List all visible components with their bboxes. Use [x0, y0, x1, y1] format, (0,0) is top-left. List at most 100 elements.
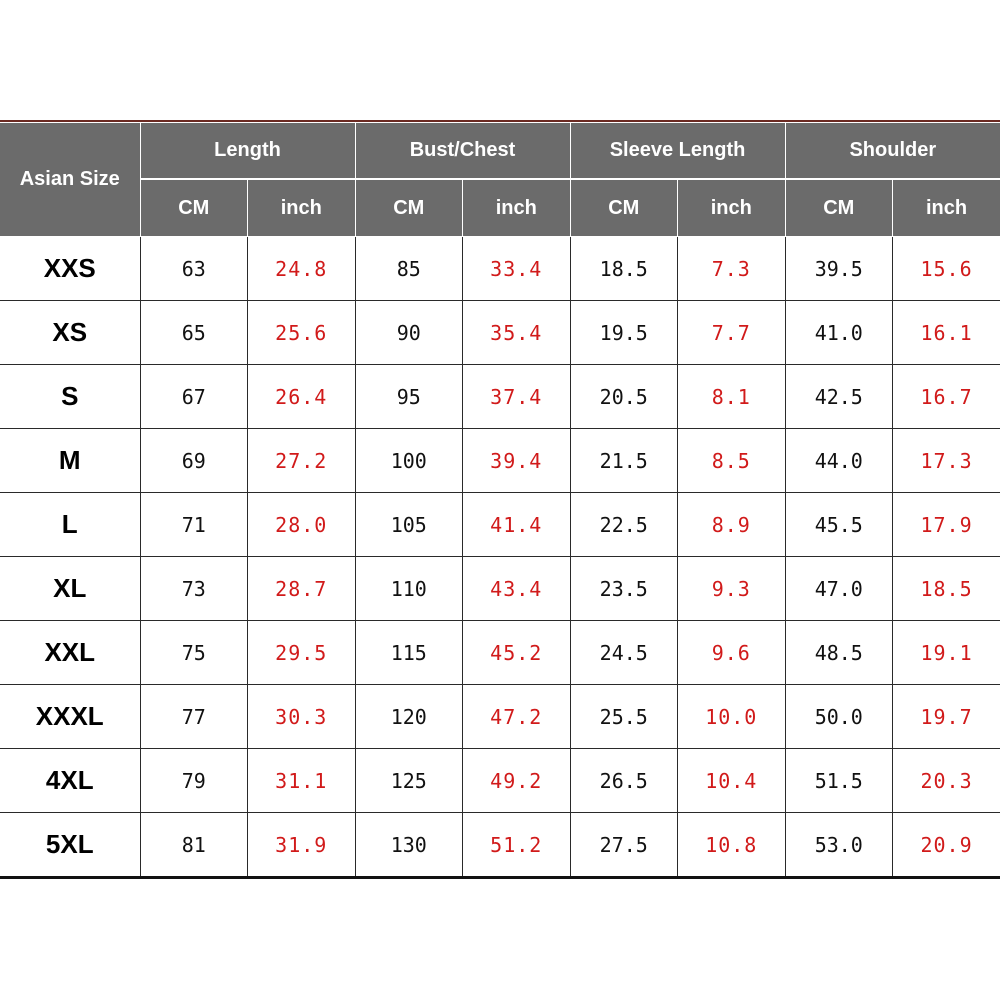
- length-cm: 65: [139, 300, 248, 365]
- table-row: L 71 28.0 105 41.4 22.5 8.9 45.5 17.9: [0, 492, 1000, 557]
- size-label: XL: [0, 556, 141, 621]
- length-cm: 63: [139, 236, 248, 301]
- sleeve-inch: 10.8: [677, 812, 786, 879]
- table-row: XXS 63 24.8 85 33.4 18.5 7.3 39.5 15.6: [0, 236, 1000, 301]
- shoulder-inch: 19.1: [892, 620, 1000, 685]
- length-cm: 69: [139, 428, 248, 493]
- bust-inch: 49.2: [462, 748, 571, 813]
- size-label: XXS: [0, 236, 141, 301]
- bust-inch: 39.4: [462, 428, 571, 493]
- table-row: XXL 75 29.5 115 45.2 24.5 9.6 48.5 19.1: [0, 620, 1000, 685]
- size-label: 4XL: [0, 748, 141, 813]
- header-bust-chest: Bust/Chest: [354, 122, 571, 180]
- bust-inch: 37.4: [462, 364, 571, 429]
- size-table: Asian Size Length Bust/Chest Sleeve Leng…: [0, 122, 1000, 879]
- shoulder-inch: 20.3: [892, 748, 1000, 813]
- sleeve-cm: 26.5: [569, 748, 679, 813]
- sleeve-inch: 10.4: [677, 748, 786, 813]
- shoulder-cm: 42.5: [784, 364, 894, 429]
- length-cm: 81: [139, 812, 248, 879]
- header-unit-cm: CM: [569, 178, 679, 237]
- shoulder-inch: 18.5: [892, 556, 1000, 621]
- sleeve-cm: 24.5: [569, 620, 679, 685]
- length-inch: 24.8: [247, 236, 356, 301]
- length-cm: 73: [139, 556, 248, 621]
- shoulder-cm: 48.5: [784, 620, 894, 685]
- size-label: S: [0, 364, 141, 429]
- shoulder-inch: 17.9: [892, 492, 1000, 557]
- length-inch: 25.6: [247, 300, 356, 365]
- header-unit-inch: inch: [677, 178, 786, 237]
- length-cm: 67: [139, 364, 248, 429]
- size-label: XXL: [0, 620, 141, 685]
- bust-inch: 47.2: [462, 684, 571, 749]
- header-unit-inch: inch: [247, 178, 356, 237]
- shoulder-inch: 20.9: [892, 812, 1000, 879]
- shoulder-inch: 16.1: [892, 300, 1000, 365]
- size-label: 5XL: [0, 812, 141, 879]
- header-unit-inch: inch: [462, 178, 571, 237]
- shoulder-inch: 15.6: [892, 236, 1000, 301]
- sleeve-inch: 8.5: [677, 428, 786, 493]
- header-unit-inch: inch: [892, 178, 1000, 237]
- length-inch: 29.5: [247, 620, 356, 685]
- header-unit-cm: CM: [139, 178, 248, 237]
- sleeve-cm: 19.5: [569, 300, 679, 365]
- sleeve-inch: 7.3: [677, 236, 786, 301]
- table-row: 4XL 79 31.1 125 49.2 26.5 10.4 51.5 20.3: [0, 748, 1000, 813]
- table-body: XXS 63 24.8 85 33.4 18.5 7.3 39.5 15.6 X…: [0, 236, 1000, 879]
- sleeve-cm: 23.5: [569, 556, 679, 621]
- sleeve-inch: 8.1: [677, 364, 786, 429]
- header-sleeve-length: Sleeve Length: [569, 122, 786, 180]
- shoulder-cm: 45.5: [784, 492, 894, 557]
- header-unit-cm: CM: [354, 178, 463, 237]
- sleeve-inch: 10.0: [677, 684, 786, 749]
- sleeve-cm: 27.5: [569, 812, 679, 879]
- size-label: XXXL: [0, 684, 141, 749]
- bust-cm: 115: [354, 620, 463, 685]
- length-inch: 31.9: [247, 812, 356, 879]
- sleeve-cm: 18.5: [569, 236, 679, 301]
- table-row: S 67 26.4 95 37.4 20.5 8.1 42.5 16.7: [0, 364, 1000, 429]
- shoulder-inch: 16.7: [892, 364, 1000, 429]
- shoulder-cm: 53.0: [784, 812, 894, 879]
- shoulder-cm: 50.0: [784, 684, 894, 749]
- bust-inch: 45.2: [462, 620, 571, 685]
- bust-cm: 95: [354, 364, 463, 429]
- shoulder-inch: 19.7: [892, 684, 1000, 749]
- length-cm: 79: [139, 748, 248, 813]
- bust-cm: 120: [354, 684, 463, 749]
- shoulder-cm: 51.5: [784, 748, 894, 813]
- length-inch: 28.0: [247, 492, 356, 557]
- size-chart: Asian Size Length Bust/Chest Sleeve Leng…: [0, 120, 1000, 879]
- size-label: L: [0, 492, 141, 557]
- table-header: Asian Size Length Bust/Chest Sleeve Leng…: [0, 122, 1000, 237]
- shoulder-cm: 44.0: [784, 428, 894, 493]
- sleeve-inch: 7.7: [677, 300, 786, 365]
- sleeve-inch: 9.6: [677, 620, 786, 685]
- sleeve-cm: 22.5: [569, 492, 679, 557]
- length-cm: 77: [139, 684, 248, 749]
- size-label: XS: [0, 300, 141, 365]
- length-inch: 28.7: [247, 556, 356, 621]
- shoulder-inch: 17.3: [892, 428, 1000, 493]
- header-length: Length: [139, 122, 356, 180]
- table-row: 5XL 81 31.9 130 51.2 27.5 10.8 53.0 20.9: [0, 812, 1000, 879]
- size-label: M: [0, 428, 141, 493]
- bust-inch: 35.4: [462, 300, 571, 365]
- length-inch: 27.2: [247, 428, 356, 493]
- length-cm: 71: [139, 492, 248, 557]
- bust-cm: 130: [354, 812, 463, 879]
- length-inch: 30.3: [247, 684, 356, 749]
- bust-inch: 51.2: [462, 812, 571, 879]
- shoulder-cm: 47.0: [784, 556, 894, 621]
- table-row: M 69 27.2 100 39.4 21.5 8.5 44.0 17.3: [0, 428, 1000, 493]
- bust-cm: 100: [354, 428, 463, 493]
- sleeve-inch: 8.9: [677, 492, 786, 557]
- table-row: XS 65 25.6 90 35.4 19.5 7.7 41.0 16.1: [0, 300, 1000, 365]
- top-rule: [0, 120, 1000, 122]
- bust-cm: 85: [354, 236, 463, 301]
- sleeve-cm: 20.5: [569, 364, 679, 429]
- length-inch: 31.1: [247, 748, 356, 813]
- header-asian-size: Asian Size: [0, 122, 141, 237]
